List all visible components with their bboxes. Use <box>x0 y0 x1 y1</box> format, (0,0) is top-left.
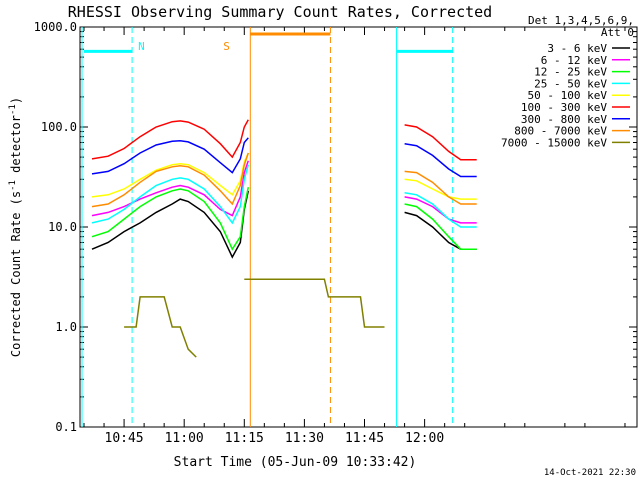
legend-title-0: Det 1,3,4,5,6,9, <box>528 14 634 27</box>
y-axis-label: Corrected Count Rate (s-1 detector-1) <box>8 97 23 357</box>
legend-label-0: 3 - 6 keV <box>547 42 607 55</box>
x-tick-label-1: 11:00 <box>165 431 204 446</box>
y-tick-label-1: 1.0 <box>55 320 77 334</box>
series-line-7-0 <box>91 152 250 208</box>
legend-label-5: 100 - 300 keV <box>521 101 607 114</box>
series-line-8-0 <box>124 296 197 358</box>
series-line-1-0 <box>91 160 250 217</box>
legend-label-1: 6 - 12 keV <box>541 54 608 67</box>
attenuator-bars <box>84 32 453 53</box>
legend-label-2: 12 - 25 keV <box>534 66 607 79</box>
night-saa-markers <box>81 27 454 427</box>
y-tick-label-0: 0.1 <box>55 420 77 434</box>
series-line-0-0 <box>91 190 250 259</box>
x-tick-label-4: 11:45 <box>345 431 384 446</box>
series-line-4-1 <box>404 178 477 200</box>
annotation-n: N <box>138 40 145 53</box>
series-line-4-0 <box>91 152 249 198</box>
series-line-6-0 <box>91 137 249 175</box>
series-line-5-1 <box>404 124 477 161</box>
y-label-part-1: -1 <box>8 180 18 191</box>
series-line-1-1 <box>404 196 477 224</box>
footer-date: 14-Oct-2021 22:30 <box>544 468 636 478</box>
y-tick-label-4: 1000.0 <box>34 20 77 34</box>
series-lines <box>91 119 477 358</box>
series-line-5-0 <box>91 119 249 160</box>
legend-label-6: 300 - 800 keV <box>521 113 607 126</box>
series-line-6-1 <box>404 142 477 178</box>
series-line-0-1 <box>404 211 477 250</box>
x-tick-label-0: 10:45 <box>105 431 144 446</box>
legend-label-7: 800 - 7000 keV <box>514 125 607 138</box>
y-label-part-2: detector <box>9 115 23 180</box>
y-label-part-3: -1 <box>8 104 18 115</box>
y-label-part-0: Corrected Count Rate (s <box>9 191 23 357</box>
x-tick-label-5: 12:00 <box>405 431 444 446</box>
y-label-part-4: ) <box>9 97 23 104</box>
annotation-s: S <box>223 40 230 53</box>
y-tick-label-2: 10.0 <box>48 220 77 234</box>
legend-label-3: 25 - 50 keV <box>534 77 607 90</box>
series-line-2-1 <box>404 203 477 250</box>
x-tick-label-3: 11:30 <box>285 431 324 446</box>
series-line-3-1 <box>404 192 477 228</box>
x-axis-label: Start Time (05-Jun-09 10:33:42) <box>174 455 417 470</box>
x-axis: 10:45 11:00 11:15 11:30 11:45 12:00 <box>83 27 626 446</box>
chart-title: RHESSI Observing Summary Count Rates, Co… <box>68 3 492 21</box>
series-line-7-1 <box>404 170 477 205</box>
legend-label-8: 7000 - 15000 keV <box>501 136 607 149</box>
series-line-8-1 <box>244 278 385 328</box>
series-line-2-0 <box>91 187 250 251</box>
series-line-3-0 <box>91 164 250 225</box>
legend-title-1: Att 0 <box>601 26 634 39</box>
x-tick-label-2: 11:15 <box>225 431 264 446</box>
legend-label-4: 50 - 100 keV <box>528 89 608 102</box>
y-axis: 0.1 1.0 10.0 100.0 1000.0 <box>34 20 637 434</box>
y-tick-label-3: 100.0 <box>41 120 77 134</box>
